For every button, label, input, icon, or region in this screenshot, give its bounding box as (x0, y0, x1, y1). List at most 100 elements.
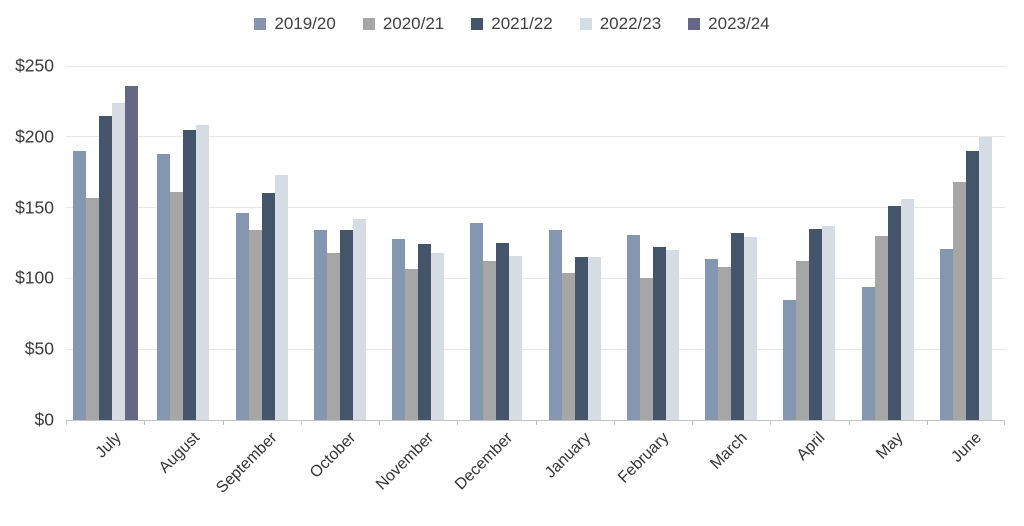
bar-2022-23-december (509, 255, 523, 420)
x-axis-tick (457, 420, 459, 425)
bar-2022-23-january (587, 257, 601, 420)
x-axis-label-april: April (794, 429, 829, 464)
bar-2021-22-january (574, 257, 588, 420)
bar-2020-21-april (796, 261, 810, 420)
x-axis-tick (1004, 420, 1005, 425)
bar-2021-22-february (652, 247, 666, 420)
x-axis-tick (613, 420, 615, 425)
bar-2019-20-september (235, 213, 249, 420)
bar-2022-23-september (274, 175, 288, 420)
legend-label: 2023/24 (708, 14, 770, 33)
x-axis-label-october: October (306, 429, 360, 482)
bar-2022-23-march (744, 237, 758, 420)
gridline (66, 277, 1005, 279)
gridline (66, 207, 1005, 209)
category-group-april: April (770, 66, 848, 464)
x-axis-label-may: May (873, 429, 907, 463)
legend-item-2020-21: 2020/21 (362, 14, 445, 34)
category-group-july: July (66, 66, 144, 461)
y-axis-label-100: $100 (15, 267, 54, 288)
plot-area: $0 $50 $100 $150 $200 $250 July August September… (15, 57, 1005, 497)
bar-2022-23-november (431, 252, 445, 420)
x-axis-tick (66, 420, 67, 425)
legend-label: 2019/20 (274, 14, 336, 33)
legend-label: 2020/21 (382, 14, 445, 33)
x-axis-tick (692, 420, 693, 425)
legend-swatch-icon (688, 18, 701, 30)
bar-2020-21-august (170, 192, 184, 420)
category-group-february: February (613, 66, 692, 487)
category-group-june: June (926, 66, 1005, 466)
bar-2020-21-october (326, 252, 340, 420)
legend-swatch-icon (471, 18, 484, 30)
bar-2020-21-march (718, 267, 732, 420)
bar-2019-20-april (783, 299, 797, 420)
bar-2021-22-september (261, 193, 275, 420)
x-axis-tick (535, 420, 537, 425)
bar-2020-21-july (85, 197, 99, 420)
x-axis-label-december: December (451, 429, 516, 494)
bar-2022-23-july (111, 102, 125, 420)
x-axis-tick (300, 420, 302, 425)
bar-2022-23-october (352, 218, 366, 420)
x-axis-label-february: February (614, 429, 673, 487)
bar-2021-22-august (183, 129, 197, 420)
x-axis-tick (222, 420, 224, 425)
bar-2021-22-december (496, 243, 510, 420)
bar-2019-20-march (705, 258, 719, 420)
bar-2020-21-february (639, 278, 653, 420)
bar-2019-20-november (392, 238, 406, 420)
legend-item-2022-23: 2022/23 (579, 14, 662, 34)
category-group-november: November (373, 66, 457, 494)
chart-legend: 2019/20 2020/21 2021/22 2022/23 2023/24 (0, 14, 1024, 34)
category-group-december: December (451, 66, 535, 494)
legend-item-2019-20: 2019/20 (254, 14, 336, 34)
category-group-september: September (214, 66, 301, 497)
gridline (66, 136, 1005, 138)
bar-2021-22-october (339, 230, 353, 420)
x-axis-label-january: January (541, 429, 594, 482)
bar-2019-20-february (626, 234, 640, 420)
bar-2020-21-december (483, 261, 497, 420)
bar-2021-22-april (809, 228, 823, 420)
x-axis-tick (848, 420, 850, 425)
bar-2021-22-may (887, 206, 901, 420)
category-group-january: January (535, 66, 614, 482)
legend-swatch-icon (254, 18, 267, 30)
legend-swatch-icon (362, 18, 375, 30)
category-group-october: October (300, 66, 379, 482)
bar-2020-21-september (248, 230, 262, 420)
bar-groups: July August September October November Decemb… (66, 66, 1005, 497)
bar-2021-22-november (418, 244, 432, 420)
gridline (66, 65, 1005, 67)
category-group-may: May (848, 66, 927, 463)
bar-2020-21-november (405, 268, 419, 420)
x-axis-label-august: August (155, 429, 203, 477)
y-axis-label-0: $0 (34, 409, 54, 430)
legend-swatch-icon (579, 18, 592, 30)
bar-2022-23-february (665, 250, 679, 420)
bar-2021-22-june (965, 150, 979, 420)
x-axis-tick (926, 420, 928, 425)
bar-2019-20-july (72, 150, 86, 420)
legend-label: 2022/23 (599, 14, 662, 33)
bar-2019-20-october (313, 230, 327, 420)
bar-2021-22-march (731, 233, 745, 420)
x-axis-label-november: November (373, 429, 438, 494)
y-axis-label-150: $150 (15, 196, 54, 217)
bar-2019-20-december (470, 223, 484, 420)
category-group-august: August (144, 66, 222, 477)
bar-2022-23-august (196, 125, 210, 420)
gridline (66, 348, 1005, 350)
bar-2022-23-april (822, 226, 836, 420)
x-axis-label-september: September (213, 429, 281, 497)
category-group-march: March (692, 66, 770, 473)
bar-2020-21-june (952, 182, 966, 420)
x-axis-tick (379, 420, 380, 425)
legend-item-2021-22: 2021/22 (471, 14, 553, 34)
legend-item-2023-24: 2023/24 (688, 14, 770, 34)
legend-label: 2021/22 (491, 14, 553, 33)
x-axis-tick (144, 420, 146, 425)
x-axis-label-march: March (706, 429, 751, 473)
bar-2022-23-june (978, 136, 992, 420)
